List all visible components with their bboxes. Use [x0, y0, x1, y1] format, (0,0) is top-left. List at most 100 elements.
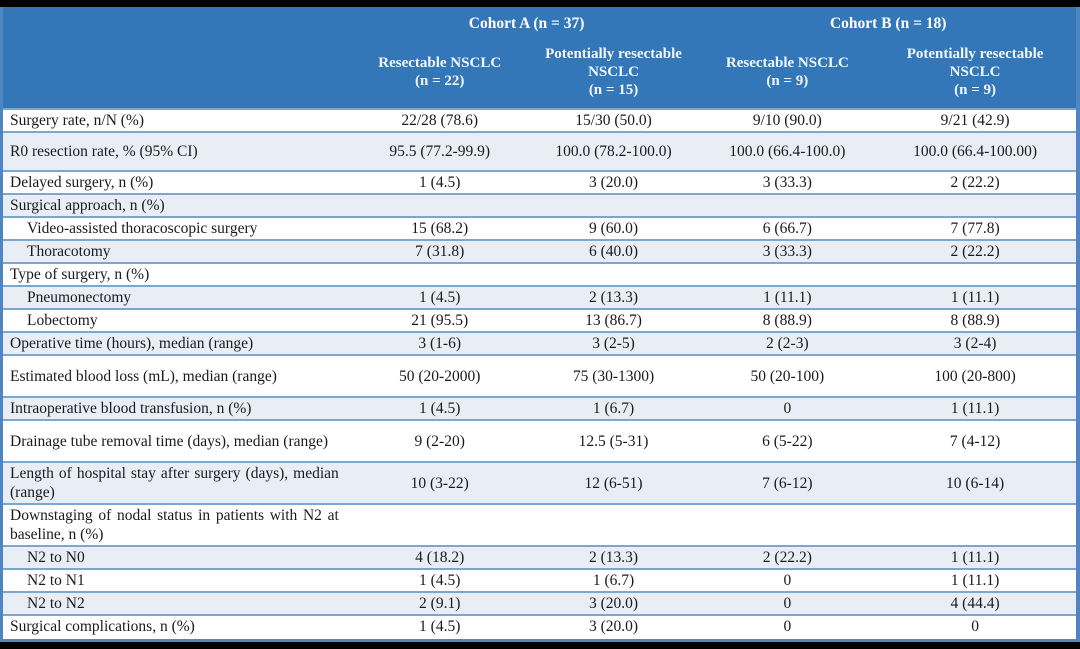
row-value: 6 (5-22) — [762, 432, 813, 450]
row-value: 2 (22.2) — [950, 174, 1000, 191]
row-value — [527, 264, 701, 285]
table-body: Surgery rate, n/N (%) 22/28 (78.6) 15/30 (… — [3, 108, 1076, 637]
table-row: Surgery rate, n/N (%) 22/28 (78.6) 15/30 (… — [3, 108, 1076, 131]
row-value: 2 (13.3) — [588, 289, 639, 306]
row-value — [874, 505, 1076, 545]
row-value: 4 (44.4) — [950, 595, 1000, 612]
row-value: 100.0 (66.4-100.00) — [913, 143, 1038, 160]
cohort-header-row: Cohort A (n = 37) Cohort B (n = 18) — [3, 7, 1076, 35]
row-value: 1 (11.1) — [950, 289, 1000, 306]
row-value: 100.0 (78.2-100.0) — [555, 143, 672, 160]
row-value: 1 (11.1) — [763, 289, 812, 306]
row-value: 15 (68.2) — [411, 220, 469, 237]
row-value: 1 (4.5) — [419, 174, 461, 191]
row-value: 10 (6-14) — [946, 474, 1005, 492]
table-row: Pneumonectomy 1 (4.5) 2 (13.3) 1 (11.1) 1 (1… — [3, 285, 1076, 308]
row-value: 2 (13.3) — [588, 549, 639, 566]
column-header-resectable-b: Resectable NSCLC (n = 9) — [700, 35, 874, 108]
column-header-resectable-a: Resectable NSCLC (n = 22) — [353, 35, 527, 108]
row-value: 3 (33.3) — [762, 174, 812, 191]
row-value: 100 (20-800) — [934, 367, 1016, 385]
row-label: Downstaging of nodal status in patients … — [10, 507, 339, 543]
row-value: 1 (4.5) — [419, 572, 461, 589]
table-row: Intraoperative blood transfusion, n (%) 1… — [3, 396, 1076, 419]
row-label: N2 to N2 — [27, 595, 85, 612]
row-value: 6 (40.0) — [588, 243, 639, 260]
row-value: 1 (11.1) — [950, 400, 1000, 417]
table-row: Surgical approach, n (%) — [3, 193, 1076, 216]
row-label: Delayed surgery, n (%) — [10, 174, 154, 191]
row-value: 2 (2-3) — [766, 335, 809, 352]
row-value: 1 (4.5) — [419, 289, 461, 306]
table-row: N2 to N1 1 (4.5) 1 (6.7) 0 1 (11.1) — [3, 568, 1076, 591]
table-row: Delayed surgery, n (%) 1 (4.5) 3 (20.0) 3 (… — [3, 170, 1076, 193]
column-header-name: Potentially resectable NSCLC — [906, 45, 1044, 80]
row-value: 3 (2-5) — [592, 335, 635, 352]
row-value: 75 (30-1300) — [572, 367, 655, 385]
column-header-name: Resectable NSCLC — [378, 54, 502, 71]
row-value: 1 (11.1) — [950, 572, 1000, 589]
column-header-n: (n = 9) — [766, 72, 809, 89]
row-value — [874, 264, 1076, 285]
row-value: 1 (4.5) — [419, 618, 461, 635]
cohort-a-header: Cohort A (n = 37) — [468, 15, 585, 32]
row-value — [700, 264, 874, 285]
row-value: 3 (2-4) — [953, 335, 997, 352]
row-value: 1 (6.7) — [592, 400, 635, 417]
row-value — [874, 195, 1076, 216]
column-header-name: Resectable NSCLC — [725, 54, 849, 71]
table-row: R0 resection rate, % (95% CI) 95.5 (77.2-… — [3, 131, 1076, 170]
row-label: Surgery rate, n/N (%) — [10, 112, 145, 129]
row-value: 100.0 (66.4-100.0) — [729, 143, 846, 160]
surgical-outcomes-table: Cohort A (n = 37) Cohort B (n = 18) Rese… — [0, 7, 1080, 642]
row-label: Video-assisted thoracoscopic surgery — [27, 220, 258, 237]
column-header-n: (n = 15) — [588, 81, 639, 98]
column-header-n: (n = 22) — [415, 72, 465, 89]
row-label: Lobectomy — [27, 312, 98, 329]
table-row: N2 to N2 2 (9.1) 3 (20.0) 0 4 (44.4) — [3, 591, 1076, 614]
row-value: 3 (20.0) — [588, 618, 639, 635]
row-value: 7 (4-12) — [949, 432, 1001, 450]
row-value: 13 (86.7) — [585, 312, 642, 329]
row-value: 0 — [783, 618, 792, 635]
row-value: 3 (1-6) — [418, 335, 462, 352]
row-value: 1 (11.1) — [950, 549, 1000, 566]
row-value — [527, 505, 701, 545]
table-row: Length of hospital stay after surgery (d… — [3, 461, 1076, 503]
row-value: 3 (20.0) — [588, 595, 639, 612]
row-value: 2 (9.1) — [419, 595, 461, 612]
row-label: N2 to N1 — [27, 572, 85, 589]
row-value: 7 (6-12) — [762, 474, 813, 492]
row-value: 4 (18.2) — [415, 549, 465, 566]
table-row: Drainage tube removal time (days), media… — [3, 419, 1076, 461]
row-value: 1 (6.7) — [592, 572, 635, 589]
row-label: Operative time (hours), median (range) — [10, 335, 254, 352]
row-label: Surgical approach, n (%) — [10, 197, 165, 214]
row-label: Estimated blood loss (mL), median (range… — [10, 367, 277, 385]
row-value: 2 (22.2) — [762, 549, 812, 566]
row-value: 2 (22.2) — [950, 243, 1000, 260]
row-value: 22/28 (78.6) — [401, 112, 479, 129]
row-value: 7 (31.8) — [415, 243, 465, 260]
row-label: Drainage tube removal time (days), media… — [10, 432, 329, 450]
row-value: 8 (88.9) — [762, 312, 812, 329]
column-header-potentially-resectable-a: Potentially resectable NSCLC (n = 15) — [527, 35, 701, 108]
row-value — [353, 505, 527, 545]
table-row: N2 to N0 4 (18.2) 2 (13.3) 2 (22.2) 1 (11.1) — [3, 545, 1076, 568]
row-value: 7 (77.8) — [950, 220, 1000, 237]
row-label: R0 resection rate, % (95% CI) — [10, 143, 198, 160]
row-value: 9/21 (42.9) — [940, 112, 1010, 129]
column-header-potentially-resectable-b: Potentially resectable NSCLC (n = 9) — [874, 35, 1076, 108]
cohort-b-header: Cohort B (n = 18) — [829, 15, 947, 32]
row-label: Type of surgery, n (%) — [10, 266, 150, 283]
table-row: Operative time (hours), median (range) 3 … — [3, 331, 1076, 354]
row-value: 95.5 (77.2-99.9) — [389, 143, 491, 160]
row-value: 9 (2-20) — [414, 432, 465, 450]
row-value — [527, 195, 701, 216]
table-row: Type of surgery, n (%) — [3, 262, 1076, 285]
row-value — [353, 264, 527, 285]
column-header-row: Resectable NSCLC (n = 22) Potentially re… — [3, 35, 1076, 108]
table-row: Video-assisted thoracoscopic surgery 15 (… — [3, 216, 1076, 239]
row-value: 15/30 (50.0) — [575, 112, 652, 129]
